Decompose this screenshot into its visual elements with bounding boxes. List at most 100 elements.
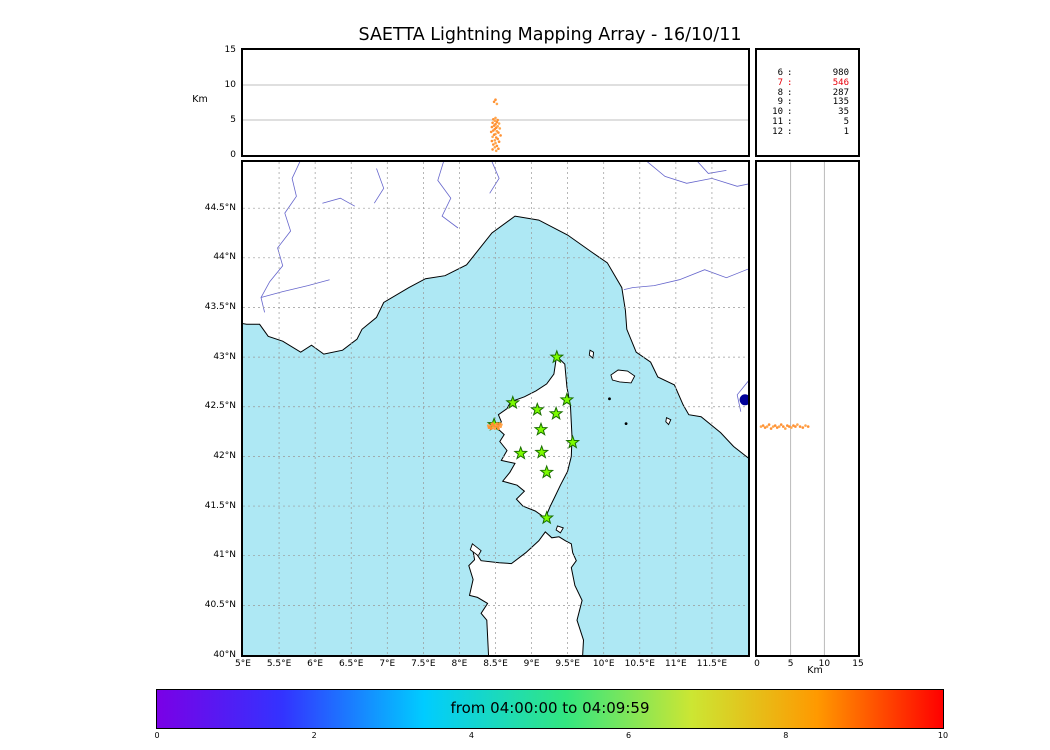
lightning-point [492, 124, 496, 127]
lightning-point [801, 426, 805, 429]
lon-tick-label: 10.5°E [624, 659, 655, 669]
lightning-point [786, 424, 789, 427]
map-gridlines [243, 162, 748, 655]
lon-tick-label: 9°E [523, 659, 540, 669]
lightning-point [487, 426, 491, 429]
lon-tick-label: 7°E [379, 659, 396, 669]
mainland-coastline [243, 162, 748, 459]
right-altitude-tick-label: 0 [754, 659, 760, 669]
river-line [623, 268, 748, 290]
station-star-icon [539, 464, 555, 479]
sardinia-coastline [468, 531, 585, 655]
lon-tick-label: 7.5°E [411, 659, 436, 669]
island-coastline [665, 417, 672, 426]
lightning-point [494, 116, 497, 120]
lat-tick-label: 41°N [213, 550, 236, 561]
lma-stations [486, 349, 581, 525]
lightning-point [490, 125, 494, 129]
right-altitude-tick-label: 15 [852, 659, 864, 669]
right-altitude-tick-label: 10 [818, 659, 831, 669]
island-coastline [610, 369, 636, 384]
river-line [489, 162, 500, 194]
lightning-point [804, 424, 807, 427]
lat-tick-label: 44.5°N [204, 202, 236, 213]
station-star-icon [548, 405, 564, 420]
altitude-axis-unit-right: Km [807, 665, 823, 676]
station-star-icon [533, 421, 549, 436]
lightning-point [493, 146, 497, 149]
source-count-panel: 6:980 7:546 8:287 9:135 10:35 11:5 12:1 [755, 48, 860, 157]
lightning-point [495, 422, 499, 425]
lon-tick-label: 10°E [592, 659, 615, 669]
station-star-icon [565, 434, 581, 449]
lightning-point [771, 425, 775, 428]
lightning-point [769, 427, 773, 430]
river-line [322, 197, 355, 207]
river-line [646, 162, 748, 187]
colorbar-tick-label: 8 [783, 731, 789, 740]
lightning-point [759, 425, 763, 428]
lightning-point [497, 122, 501, 125]
station-star-icon [559, 392, 575, 407]
page-title: SAETTA Lightning Mapping Array - 16/10/1… [358, 25, 742, 45]
lightning-point [494, 149, 498, 153]
lightning-point [497, 140, 501, 143]
lightning-point [761, 424, 765, 427]
source-count-row: 8:287 [777, 87, 849, 98]
altitude-tick-label: 10 [224, 80, 236, 90]
lightning-point [494, 98, 497, 101]
lightning-point [491, 148, 494, 151]
lightning-point [763, 426, 767, 429]
island-coastline [588, 349, 595, 359]
source-count-row: 6:980 [777, 68, 849, 78]
lat-tick-label: 41.5°N [204, 500, 236, 511]
lightning-point [490, 139, 494, 143]
lon-tick-label: 5°E [235, 659, 251, 669]
lightning-point [494, 141, 497, 145]
altitude-tick-label: 0 [230, 150, 236, 160]
river-line [437, 162, 459, 229]
altitude-lat-chart [759, 162, 825, 655]
altitude-axis-unit-top: Km [192, 94, 208, 105]
lon-tick-label: 5.5°E [266, 659, 292, 669]
lon-tick-label: 9.5°E [555, 659, 580, 669]
lightning-point [765, 425, 769, 428]
lightning-sources-alt-lat [759, 423, 810, 430]
lightning-point [773, 424, 777, 427]
river-line [260, 162, 301, 313]
rivers [260, 162, 748, 412]
lightning-point [495, 144, 499, 148]
right-altitude-tick-label: 5 [787, 659, 794, 669]
lat-tick-label: 40.5°N [204, 599, 236, 610]
lat-tick-label: 42.5°N [204, 401, 236, 412]
altitude-lon-panel [241, 48, 750, 157]
lightning-point [492, 143, 495, 146]
corsica-coastline [497, 355, 573, 519]
lightning-point [489, 427, 493, 430]
map-panel [241, 160, 750, 657]
time-colorbar: from 04:00:00 to 04:09:59 [156, 689, 944, 729]
station-star-icon [539, 510, 555, 525]
lightning-sources-lon-alt [489, 98, 502, 153]
altitude-lat-panel [755, 160, 860, 657]
lightning-point [495, 120, 499, 124]
colorbar-tick-label: 10 [937, 731, 949, 740]
lightning-point [779, 423, 783, 426]
station-star-icon [530, 401, 545, 417]
lightning-point [491, 422, 494, 425]
altitude-tick-label: 15 [224, 45, 236, 55]
lightning-point [798, 425, 802, 428]
lightning-point [492, 100, 496, 104]
lightning-point [491, 135, 494, 139]
lon-tick-label: 8.5°E [483, 659, 508, 669]
lightning-point [493, 427, 497, 430]
lightning-point [777, 425, 781, 428]
lon-tick-label: 8°E [451, 659, 468, 669]
lat-tick-label: 40°N [213, 649, 236, 660]
lightning-point [806, 425, 810, 428]
source-count-row: 10:35 [772, 107, 849, 118]
source-count-row: 12:1 [772, 126, 849, 137]
lightning-point [784, 427, 787, 430]
time-range-label: from 04:00:00 to 04:09:59 [450, 699, 650, 717]
